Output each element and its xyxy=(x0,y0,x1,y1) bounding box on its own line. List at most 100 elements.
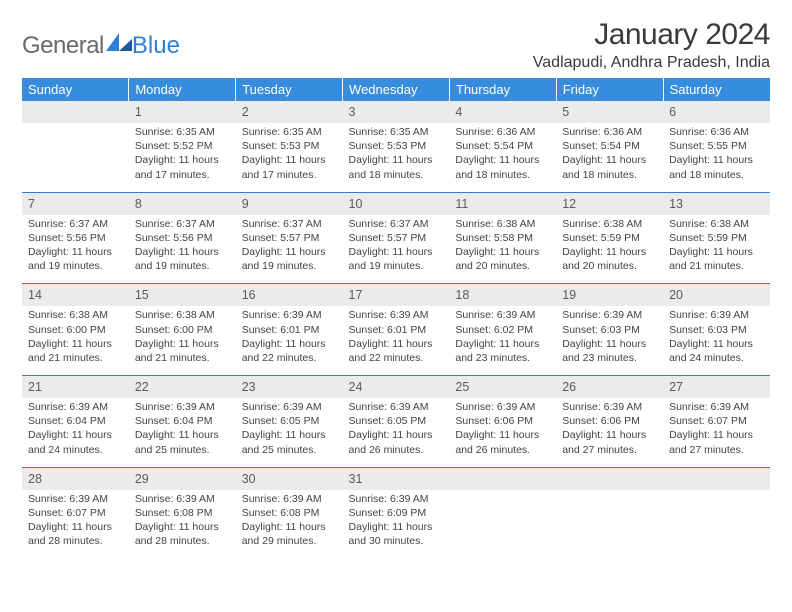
detail-line: and 22 minutes. xyxy=(349,351,444,365)
detail-line: and 27 minutes. xyxy=(669,443,764,457)
day-number: 19 xyxy=(562,288,576,302)
detail-line: Sunset: 6:06 PM xyxy=(562,414,657,428)
daynum-cell: 23 xyxy=(236,376,343,398)
dayname-cell: Thursday xyxy=(449,78,556,101)
detail-cell: Sunrise: 6:36 AMSunset: 5:54 PMDaylight:… xyxy=(556,123,663,192)
detail-line: Sunrise: 6:35 AM xyxy=(349,125,444,139)
detail-line: and 30 minutes. xyxy=(349,534,444,548)
detail-line: and 19 minutes. xyxy=(242,259,337,273)
detail-line: and 28 minutes. xyxy=(28,534,123,548)
dayname-row: SundayMondayTuesdayWednesdayThursdayFrid… xyxy=(22,78,770,101)
day-number: 16 xyxy=(242,288,256,302)
day-number: 15 xyxy=(135,288,149,302)
detail-line: Sunset: 5:59 PM xyxy=(562,231,657,245)
detail-cell xyxy=(22,123,129,192)
detail-line: Daylight: 11 hours xyxy=(242,520,337,534)
detail-cell xyxy=(556,490,663,559)
daynum-cell: 13 xyxy=(663,193,770,215)
detail-line: and 18 minutes. xyxy=(455,168,550,182)
detail-line: Sunset: 6:04 PM xyxy=(28,414,123,428)
detail-line: Daylight: 11 hours xyxy=(562,337,657,351)
detail-line: Daylight: 11 hours xyxy=(562,153,657,167)
detail-line: Sunset: 6:07 PM xyxy=(669,414,764,428)
detail-line: Sunset: 6:01 PM xyxy=(242,323,337,337)
detail-line: Sunrise: 6:39 AM xyxy=(562,308,657,322)
header: General Blue January 2024 Vadlapudi, And… xyxy=(22,18,770,72)
detail-line: Sunset: 6:02 PM xyxy=(455,323,550,337)
day-number: 14 xyxy=(28,288,42,302)
detail-cell: Sunrise: 6:36 AMSunset: 5:55 PMDaylight:… xyxy=(663,123,770,192)
detail-line: Sunrise: 6:37 AM xyxy=(28,217,123,231)
daynum-row: 21222324252627 xyxy=(22,376,770,398)
detail-line: Sunset: 6:09 PM xyxy=(349,506,444,520)
daynum-cell: 31 xyxy=(343,468,450,490)
detail-line: and 18 minutes. xyxy=(562,168,657,182)
brand-logo: General Blue xyxy=(22,32,180,60)
detail-cell: Sunrise: 6:39 AMSunset: 6:04 PMDaylight:… xyxy=(129,398,236,467)
detail-line: and 22 minutes. xyxy=(242,351,337,365)
detail-line: Sunrise: 6:39 AM xyxy=(669,400,764,414)
detail-line: Daylight: 11 hours xyxy=(242,337,337,351)
detail-line: Sunrise: 6:37 AM xyxy=(349,217,444,231)
daynum-cell: 22 xyxy=(129,376,236,398)
detail-line: Sunrise: 6:39 AM xyxy=(455,400,550,414)
detail-line: Sunrise: 6:38 AM xyxy=(562,217,657,231)
detail-cell: Sunrise: 6:39 AMSunset: 6:05 PMDaylight:… xyxy=(343,398,450,467)
detail-cell: Sunrise: 6:38 AMSunset: 5:59 PMDaylight:… xyxy=(556,215,663,284)
daynum-cell: 16 xyxy=(236,284,343,306)
detail-line: Sunrise: 6:38 AM xyxy=(669,217,764,231)
detail-line: Sunrise: 6:39 AM xyxy=(242,400,337,414)
detail-line: and 25 minutes. xyxy=(135,443,230,457)
daynum-cell: 6 xyxy=(663,101,770,123)
detail-line: Daylight: 11 hours xyxy=(455,337,550,351)
detail-cell: Sunrise: 6:38 AMSunset: 5:58 PMDaylight:… xyxy=(449,215,556,284)
detail-line: Daylight: 11 hours xyxy=(349,520,444,534)
daynum-cell: 26 xyxy=(556,376,663,398)
detail-line: Sunset: 5:57 PM xyxy=(242,231,337,245)
detail-line: and 19 minutes. xyxy=(349,259,444,273)
day-number: 11 xyxy=(455,197,468,211)
day-number: 12 xyxy=(562,197,576,211)
day-number: 27 xyxy=(669,380,683,394)
day-number: 26 xyxy=(562,380,576,394)
detail-line: and 24 minutes. xyxy=(669,351,764,365)
detail-line: Daylight: 11 hours xyxy=(242,153,337,167)
calendar-table: SundayMondayTuesdayWednesdayThursdayFrid… xyxy=(22,78,770,558)
day-number: 17 xyxy=(349,288,363,302)
day-number: 2 xyxy=(242,105,249,119)
day-number: 24 xyxy=(349,380,363,394)
detail-line: and 19 minutes. xyxy=(135,259,230,273)
detail-line: Sunrise: 6:35 AM xyxy=(135,125,230,139)
detail-line: and 26 minutes. xyxy=(455,443,550,457)
detail-line: and 25 minutes. xyxy=(242,443,337,457)
daynum-row: 14151617181920 xyxy=(22,284,770,306)
detail-line: Sunset: 5:56 PM xyxy=(135,231,230,245)
detail-cell: Sunrise: 6:39 AMSunset: 6:06 PMDaylight:… xyxy=(556,398,663,467)
detail-line: Sunset: 6:04 PM xyxy=(135,414,230,428)
detail-line: Daylight: 11 hours xyxy=(669,337,764,351)
detail-line: Sunset: 5:52 PM xyxy=(135,139,230,153)
detail-line: Sunrise: 6:39 AM xyxy=(242,308,337,322)
detail-line: Daylight: 11 hours xyxy=(242,428,337,442)
detail-line: and 18 minutes. xyxy=(349,168,444,182)
daynum-cell: 25 xyxy=(449,376,556,398)
daynum-cell: 12 xyxy=(556,193,663,215)
detail-line: Sunrise: 6:37 AM xyxy=(135,217,230,231)
detail-line: Sunset: 6:00 PM xyxy=(28,323,123,337)
dayname-cell: Tuesday xyxy=(236,78,343,101)
daynum-cell: 24 xyxy=(343,376,450,398)
detail-cell: Sunrise: 6:39 AMSunset: 6:08 PMDaylight:… xyxy=(236,490,343,559)
detail-line: Daylight: 11 hours xyxy=(349,153,444,167)
daynum-cell xyxy=(663,468,770,490)
detail-line: Sunset: 6:01 PM xyxy=(349,323,444,337)
detail-line: Sunrise: 6:35 AM xyxy=(242,125,337,139)
daynum-cell xyxy=(22,101,129,123)
detail-line: Daylight: 11 hours xyxy=(562,245,657,259)
day-number: 10 xyxy=(349,197,363,211)
detail-line: Sunrise: 6:38 AM xyxy=(455,217,550,231)
detail-line: Sunset: 5:53 PM xyxy=(242,139,337,153)
brand-part1: General xyxy=(22,32,104,60)
dayname-cell: Sunday xyxy=(22,78,129,101)
daynum-cell: 17 xyxy=(343,284,450,306)
detail-line: Sunrise: 6:39 AM xyxy=(28,492,123,506)
